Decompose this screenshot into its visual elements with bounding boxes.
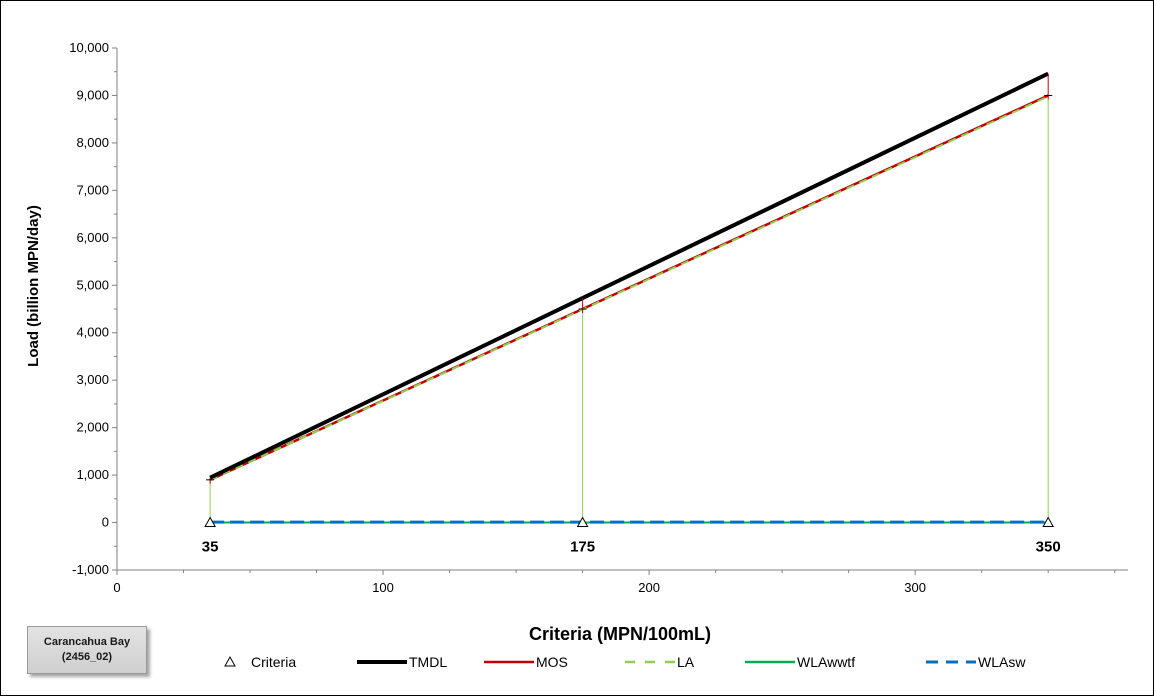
criteria-point-label: 35	[202, 539, 219, 556]
tmdl-line	[209, 71, 1050, 480]
mos-line	[209, 94, 1049, 481]
x-axis-title: Criteria (MPN/100mL)	[529, 624, 711, 644]
criteria-point-label: 175	[570, 539, 595, 556]
y-tick-label: 9,000	[76, 87, 109, 102]
y-axis-title: Load (billion MPN/day)	[25, 205, 42, 367]
legend-label: MOS	[536, 654, 568, 670]
legend-label: LA	[677, 654, 695, 670]
criteria-marker	[576, 516, 589, 528]
criteria-marker	[204, 516, 216, 528]
legend: Criteria TMDL MOS LA WLAwwtf WLAsw	[224, 654, 1026, 670]
y-tick-label: 10,000	[69, 40, 109, 55]
segment-tag-id: (2456_02)	[61, 651, 113, 663]
legend-label: Criteria	[251, 654, 296, 670]
legend-item-wlasw: WLAsw	[926, 654, 1026, 670]
legend-item-la: LA	[625, 654, 695, 670]
criteria-point-label: 350	[1036, 539, 1061, 556]
x-tick-label: 300	[904, 580, 926, 595]
legend-item-tmdl: TMDL	[357, 654, 447, 670]
x-tick-label: 200	[638, 580, 660, 595]
y-tick-label: 1,000	[76, 467, 109, 482]
criteria-marker	[1042, 516, 1055, 528]
axes: -1,000 0 1,000 2,000 3,000 4,000 5,000 6,000 7,0…	[69, 40, 1128, 595]
legend-label: WLAsw	[978, 654, 1026, 670]
y-tick-label: 7,000	[76, 182, 109, 197]
legend-label: WLAwwtf	[797, 654, 855, 670]
y-tick-label: 3,000	[76, 372, 109, 387]
segment-tag: Carancahua Bay (2456_02)	[27, 626, 147, 674]
y-tick-label: 2,000	[76, 420, 109, 435]
y-tick-label: -1,000	[72, 562, 109, 577]
y-tick-label: 4,000	[76, 325, 109, 340]
y-tick-label: 6,000	[76, 230, 109, 245]
y-tick-label: 0	[102, 515, 109, 530]
markers	[204, 73, 1055, 528]
point-labels: 35 175 350	[202, 539, 1061, 556]
x-tick-label: 100	[372, 580, 394, 595]
legend-item-criteria: Criteria	[224, 654, 296, 670]
y-tick-label: 8,000	[76, 135, 109, 150]
series-lines	[209, 71, 1050, 524]
legend-marker-criteria	[224, 655, 236, 667]
legend-item-mos: MOS	[484, 654, 568, 670]
x-tick-label: 0	[113, 580, 120, 595]
legend-item-wlawwtf: WLAwwtf	[745, 654, 855, 670]
legend-label: TMDL	[409, 654, 447, 670]
segment-tag-name: Carancahua Bay	[43, 636, 131, 648]
y-tick-label: 5,000	[76, 277, 109, 292]
